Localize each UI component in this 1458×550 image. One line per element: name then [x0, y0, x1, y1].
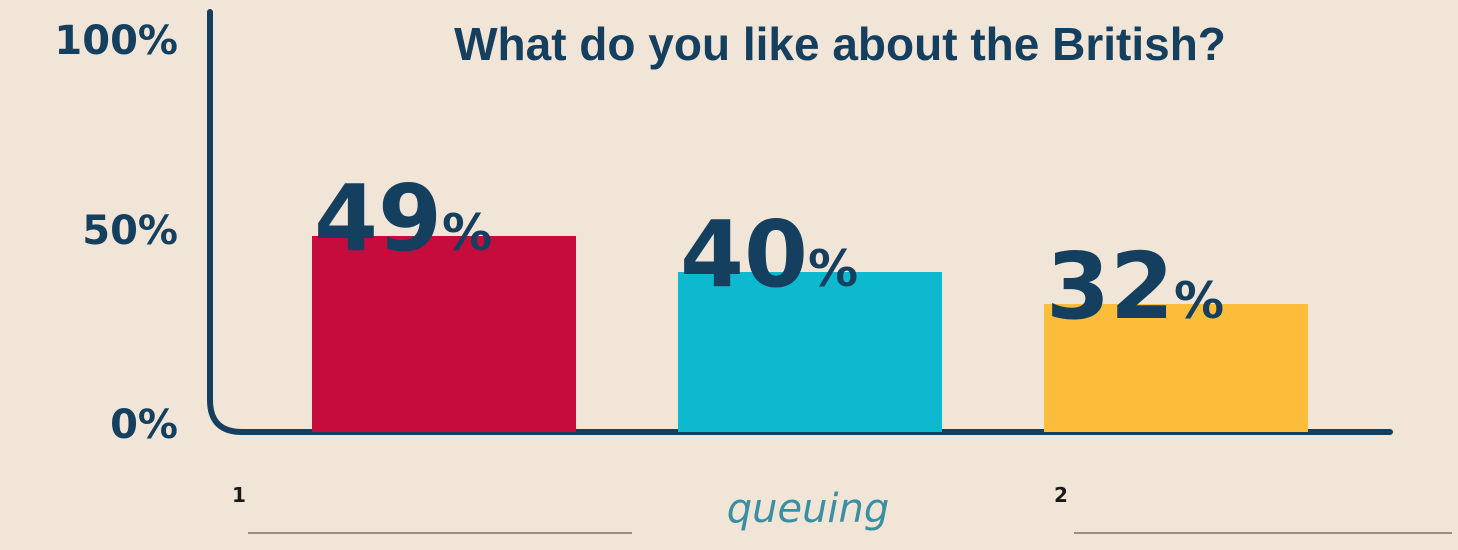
blank-number-1: 1: [232, 483, 246, 507]
bar-value-label-3: 32%: [1046, 233, 1224, 340]
y-tick-50: 50%: [82, 208, 178, 254]
bar-value-label-2: 40%: [680, 201, 858, 308]
bar-value-label-1: 49%: [314, 165, 492, 272]
answer-blank-1: 1: [232, 483, 632, 534]
chart-title: What do you like about the British?: [454, 18, 1226, 70]
bars: 49% 40% 32%: [312, 165, 1308, 432]
answer-blank-2: 2: [1054, 483, 1452, 534]
blank-number-2: 2: [1054, 483, 1068, 507]
y-tick-100: 100%: [54, 18, 178, 64]
bar-2: [678, 272, 942, 432]
bar-1: [312, 236, 576, 432]
example-answer: queuing: [727, 486, 890, 532]
bar-3: [1044, 304, 1308, 432]
y-tick-0: 0%: [110, 402, 178, 448]
chart-axes: [207, 9, 1393, 435]
